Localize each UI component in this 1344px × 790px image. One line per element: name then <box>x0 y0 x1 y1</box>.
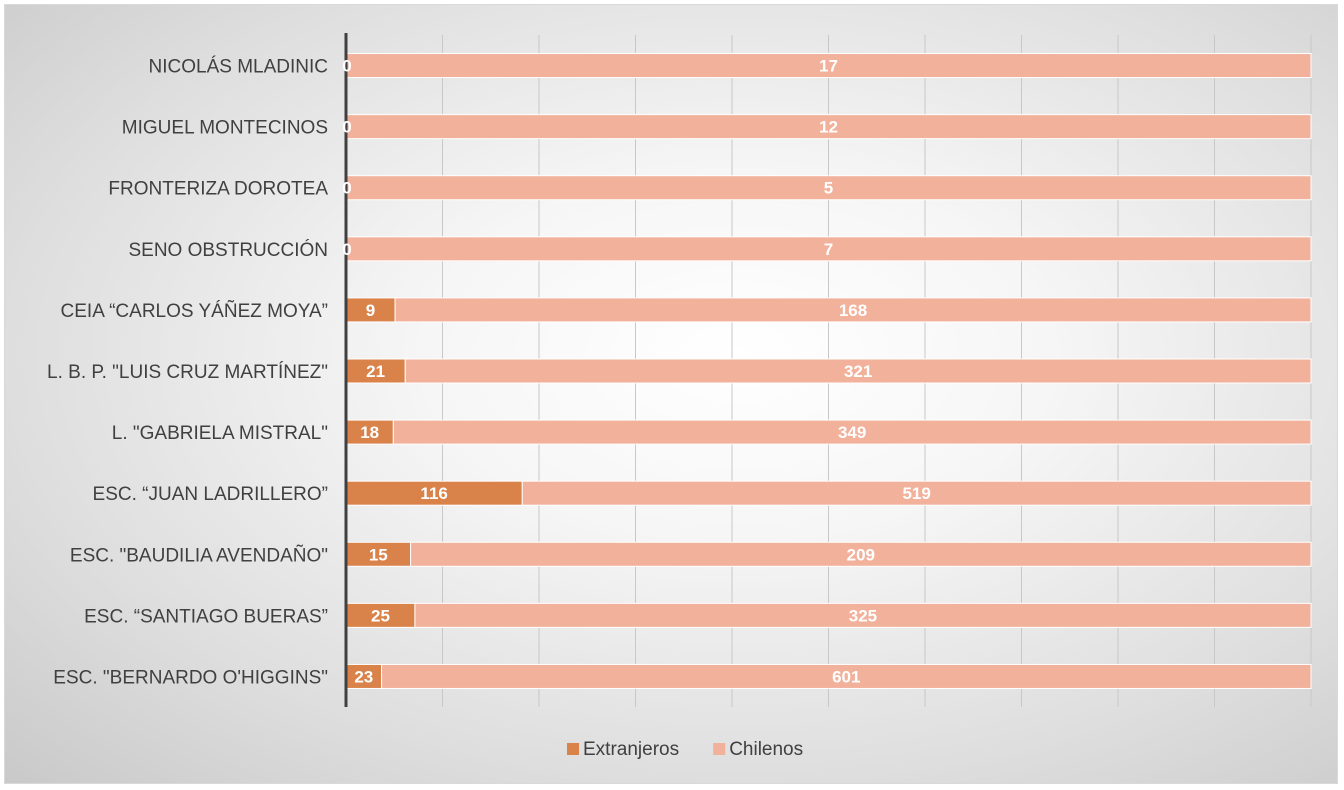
data-label: 601 <box>832 667 860 686</box>
category-label: ESC. “JUAN LADRILLERO” <box>93 484 328 505</box>
stacked-bar-chart: 0 17 NICOLÁS MLADINIC 0 12 MIGUEL MONTECINOS 0… <box>47 33 1312 760</box>
bar-extranjeros <box>345 663 383 689</box>
data-label: 0 <box>342 118 351 137</box>
data-label: 9 <box>366 301 375 320</box>
bars-layer <box>345 53 1312 689</box>
data-label: 519 <box>902 484 930 503</box>
bar-extranjeros <box>345 602 416 628</box>
legend: Extranjeros Chilenos <box>567 739 803 760</box>
data-label: 209 <box>847 545 875 564</box>
data-label: 349 <box>838 423 866 442</box>
data-label: 0 <box>342 57 351 76</box>
bar-chilenos <box>381 663 1312 689</box>
bar-extranjeros <box>345 480 523 506</box>
category-label: ESC. “SANTIAGO BUERAS” <box>84 606 328 627</box>
data-label: 18 <box>360 423 379 442</box>
bar-chilenos <box>414 602 1312 628</box>
data-label: 116 <box>420 484 447 503</box>
category-label: ESC. "BAUDILIA AVENDAÑO" <box>70 544 328 566</box>
bar-chilenos <box>521 480 1312 506</box>
legend-swatch <box>567 743 579 755</box>
data-label: 168 <box>839 301 867 320</box>
legend-label: Chilenos <box>729 739 803 760</box>
category-label: ESC. "BERNARDO O'HIGGINS" <box>53 667 328 688</box>
data-label: 25 <box>371 606 390 625</box>
data-label: 7 <box>824 240 833 259</box>
category-label: MIGUEL MONTECINOS <box>122 118 328 139</box>
data-label: 5 <box>824 179 833 198</box>
labels-layer: 0 17 NICOLÁS MLADINIC 0 12 MIGUEL MONTECINOS 0… <box>47 57 931 689</box>
bar-extranjeros <box>345 541 412 567</box>
data-label: 325 <box>849 606 877 625</box>
bar-chilenos <box>394 297 1312 323</box>
data-label: 21 <box>366 362 385 381</box>
bar-chilenos <box>345 53 1312 79</box>
data-label: 0 <box>342 179 351 198</box>
bar-chilenos <box>392 419 1312 445</box>
chart-frame: 0 17 NICOLÁS MLADINIC 0 12 MIGUEL MONTECINOS 0… <box>4 4 1338 784</box>
bar-chilenos <box>410 541 1312 567</box>
legend-swatch <box>713 743 726 755</box>
category-label: L. "GABRIELA MISTRAL" <box>112 423 328 444</box>
category-label: NICOLÁS MLADINIC <box>149 57 328 78</box>
bar-chilenos <box>404 358 1312 384</box>
category-label: FRONTERIZA DOROTEA <box>108 179 328 200</box>
legend-label: Extranjeros <box>583 739 679 760</box>
bar-extranjeros <box>345 358 406 384</box>
category-label: SENO OBSTRUCCIÓN <box>128 239 328 261</box>
bar-extranjeros <box>345 419 394 445</box>
data-label: 15 <box>369 545 388 564</box>
data-label: 0 <box>342 240 351 259</box>
data-label: 321 <box>844 362 872 381</box>
data-label: 12 <box>819 118 838 137</box>
category-label: CEIA “CARLOS YÁÑEZ MOYA” <box>61 300 328 322</box>
category-label: L. B. P. "LUIS CRUZ MARTÍNEZ" <box>47 362 328 383</box>
data-label: 17 <box>819 57 838 76</box>
data-label: 23 <box>354 667 373 686</box>
